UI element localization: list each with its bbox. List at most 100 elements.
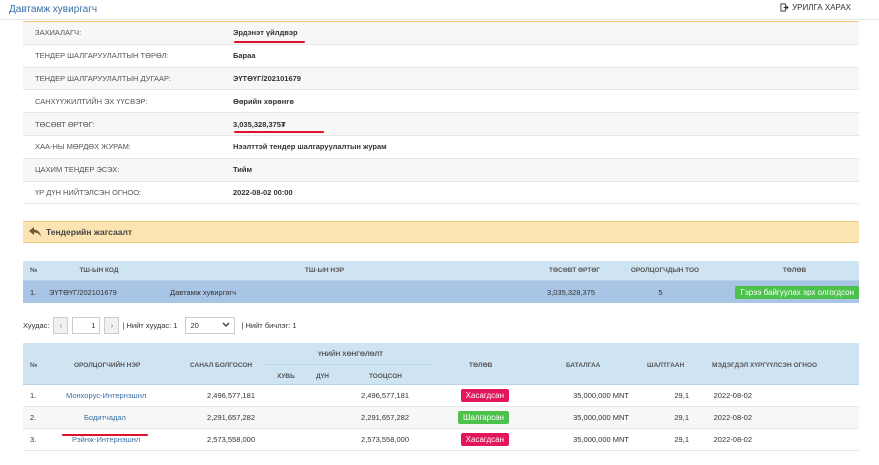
status-badge: Гэрээ байгуулах эрх олгогдсон <box>735 285 859 299</box>
info-row-procedure: ХАА-НЫ МӨРДӨХ ЖУРАМ: Нээлттэй тендер шал… <box>23 135 859 159</box>
info-label: ҮР ДҮН НИЙТЭЛСЭН ОГНОО: <box>35 187 142 197</box>
row-code: ЭҮТӨҮГ/202101679 <box>49 287 117 297</box>
section-title: Тендерийн жагсаалт <box>46 227 133 237</box>
col-guarantee: БАТАЛГАА <box>566 362 601 369</box>
view-invitation-button[interactable]: УРИЛГА ХАРАХ <box>780 3 851 12</box>
row-date: 2022-08-02 <box>713 435 752 444</box>
tender-row[interactable]: 1. ЭҮТӨҮГ/202101679 Давтамж хувиргагч 3,… <box>23 281 859 303</box>
row-no: 3. <box>30 435 37 444</box>
row-offer: 2,496,577,181 <box>207 391 255 400</box>
view-invitation-label: УРИЛГА ХАРАХ <box>792 3 851 12</box>
info-label: ЗАХИАЛАГЧ: <box>35 28 82 38</box>
highlight-underline <box>234 131 324 133</box>
row-evaluated: 2,291,657,282 <box>361 413 409 422</box>
col-status: ТӨЛӨВ <box>782 267 807 274</box>
page-number-input[interactable]: 1 <box>72 316 101 334</box>
info-value: ЭҮТӨҮГ/202101679 <box>233 73 301 83</box>
bidder-name-link[interactable]: Монхорус-Интернэшнл <box>66 391 147 400</box>
row-guarantee: 35,000,000 MNT <box>573 391 629 400</box>
status-badge: Хасагдсан <box>460 389 509 402</box>
col-bidder-name: ОРОЛЦОГЧИЙН НЭР <box>74 362 141 369</box>
col-percent: ХУВЬ <box>277 373 295 380</box>
row-no: 2. <box>30 413 37 422</box>
info-row-budget: ТӨСӨВТ ӨРТӨГ: 3,035,328,375₮ <box>23 113 859 136</box>
bidder-name-link[interactable]: Рэйнж-Интернэшнл <box>72 435 141 444</box>
pagination: Хуудас: ‹ 1 › | Нийт хуудас: 1 20 | Нийт… <box>23 315 297 335</box>
bidders-table-header: № ОРОЛЦОГЧИЙН НЭР САНАЛ БОЛГОСОН ҮНИЙН Х… <box>23 343 859 385</box>
info-row-customer: ЗАХИАЛАГЧ: Эрдэнэт үйлдвэр <box>23 22 859 45</box>
info-value: Өөрийн хөрөнгө <box>233 96 294 106</box>
col-reason: ШАЛТГААН <box>647 362 685 369</box>
tender-list-header: Тендерийн жагсаалт <box>23 221 859 243</box>
col-evaluated: ТООЦСОН <box>369 373 402 380</box>
col-notice-date: МЭДЭГДЭЛ ХҮРГҮҮЛСЭН ОГНОО <box>712 362 818 369</box>
col-budget: ТӨСӨВТ ӨРТӨГ <box>548 267 600 274</box>
exit-icon <box>780 3 789 12</box>
price-group-divider <box>263 364 432 365</box>
row-date: 2022-08-02 <box>713 391 752 400</box>
info-label: ТЕНДЕР ШАЛГАРУУЛАЛТЫН ДУГААР: <box>35 73 171 83</box>
page-title: Давтамж хувиргагч <box>9 4 98 15</box>
info-label: ХАА-НЫ МӨРДӨХ ЖУРАМ: <box>35 142 131 152</box>
info-value: Эрдэнэт үйлдвэр <box>233 28 298 38</box>
highlight-underline <box>234 41 305 43</box>
prev-page-button[interactable]: ‹ <box>53 316 69 334</box>
status-badge: Шалгарсан <box>458 411 509 424</box>
info-row-number: ТЕНДЕР ШАЛГАРУУЛАЛТЫН ДУГААР: ЭҮТӨҮГ/202… <box>23 67 859 91</box>
row-evaluated: 2,496,577,181 <box>361 391 409 400</box>
info-value: 3,035,328,375₮ <box>233 119 286 129</box>
tender-table-header: № ТШ-ЫН КОД ТШ-ЫН НЭР ТӨСӨВТ ӨРТӨГ ОРОЛЦ… <box>23 261 859 281</box>
col-offer: САНАЛ БОЛГОСОН <box>190 362 253 369</box>
bidders-table: № ОРОЛЦОГЧИЙН НЭР САНАЛ БОЛГОСОН ҮНИЙН Х… <box>23 343 859 451</box>
next-page-button[interactable]: › <box>104 316 120 334</box>
info-value: Тийм <box>233 165 253 175</box>
info-label: САНХҮҮЖИЛТИЙН ЭХ ҮҮСВЭР: <box>35 96 148 106</box>
row-offer: 2,573,558,000 <box>207 435 255 444</box>
info-row-funding: САНХҮҮЖИЛТИЙН ЭХ ҮҮСВЭР: Өөрийн хөрөнгө <box>23 90 859 114</box>
status-badge: Хасагдсан <box>460 433 509 446</box>
info-row-electronic: ЦАХИМ ТЕНДЕР ЭСЭХ: Тийм <box>23 158 859 182</box>
row-evaluated: 2,573,558,000 <box>361 435 409 444</box>
bidder-row[interactable]: 1. Монхорус-Интернэшнл 2,496,577,181 2,4… <box>23 385 859 407</box>
total-rows-text: | Нийт бичлэг: 1 <box>241 320 297 330</box>
row-count: 5 <box>658 287 663 297</box>
row-reason: 29,1 <box>674 391 689 400</box>
total-pages-text: | Нийт хуудас: 1 <box>122 320 178 330</box>
row-reason: 29,1 <box>674 413 689 422</box>
col-price-discount: ҮНИЙН ХӨНГӨЛӨЛТ <box>318 351 384 358</box>
col-code: ТШ-ЫН КОД <box>79 267 119 274</box>
tender-table: № ТШ-ЫН КОД ТШ-ЫН НЭР ТӨСӨВТ ӨРТӨГ ОРОЛЦ… <box>23 261 859 303</box>
info-value: Нээлттэй тендер шалгаруулалтын журам <box>233 142 387 152</box>
bidder-row[interactable]: 2. Бодитчадал 2,291,657,282 2,291,657,28… <box>23 407 859 429</box>
info-row-published: ҮР ДҮН НИЙТЭЛСЭН ОГНОО: 2022-08-02 00:00 <box>23 181 859 205</box>
row-budget: 3,035,328,375 <box>547 287 595 297</box>
per-page-value: 20 <box>190 320 199 330</box>
row-name: Давтамж хувиргагч <box>170 287 237 297</box>
page-label: Хуудас: <box>23 320 50 330</box>
row-guarantee: 35,000,000 MNT <box>573 413 629 422</box>
row-reason: 29,1 <box>674 435 689 444</box>
row-guarantee: 35,000,000 MNT <box>573 435 629 444</box>
tender-info-table: ЗАХИАЛАГЧ: Эрдэнэт үйлдвэр ТЕНДЕР ШАЛГАР… <box>23 21 859 205</box>
info-label: ТӨСӨВТ ӨРТӨГ: <box>35 119 95 129</box>
info-label: ЦАХИМ ТЕНДЕР ЭСЭХ: <box>35 165 120 175</box>
row-no: 1. <box>30 287 37 297</box>
row-offer: 2,291,657,282 <box>207 413 255 422</box>
col-no: № <box>30 362 38 369</box>
col-no: № <box>30 267 38 274</box>
row-date: 2022-08-02 <box>713 413 752 422</box>
col-amount: ДҮН <box>316 373 329 380</box>
highlight-underline <box>62 434 148 436</box>
info-label: ТЕНДЕР ШАЛГАРУУЛАЛТЫН ТӨРӨЛ: <box>35 51 169 61</box>
col-status: ТӨЛӨВ <box>469 362 493 369</box>
chevron-down-icon <box>223 322 230 327</box>
top-bar: Давтамж хувиргагч УРИЛГА ХАРАХ <box>0 0 879 20</box>
col-name: ТШ-ЫН НЭР <box>304 267 345 274</box>
row-no: 1. <box>30 391 37 400</box>
bidder-row[interactable]: 3. Рэйнж-Интернэшнл 2,573,558,000 2,573,… <box>23 429 859 451</box>
col-count: ОРОЛЦОГЧДЫН ТОО <box>630 267 700 274</box>
info-value: 2022-08-02 00:00 <box>233 187 293 197</box>
per-page-select[interactable]: 20 <box>185 316 236 334</box>
bidder-name-link[interactable]: Бодитчадал <box>84 413 126 422</box>
back-arrow-icon <box>29 227 41 237</box>
